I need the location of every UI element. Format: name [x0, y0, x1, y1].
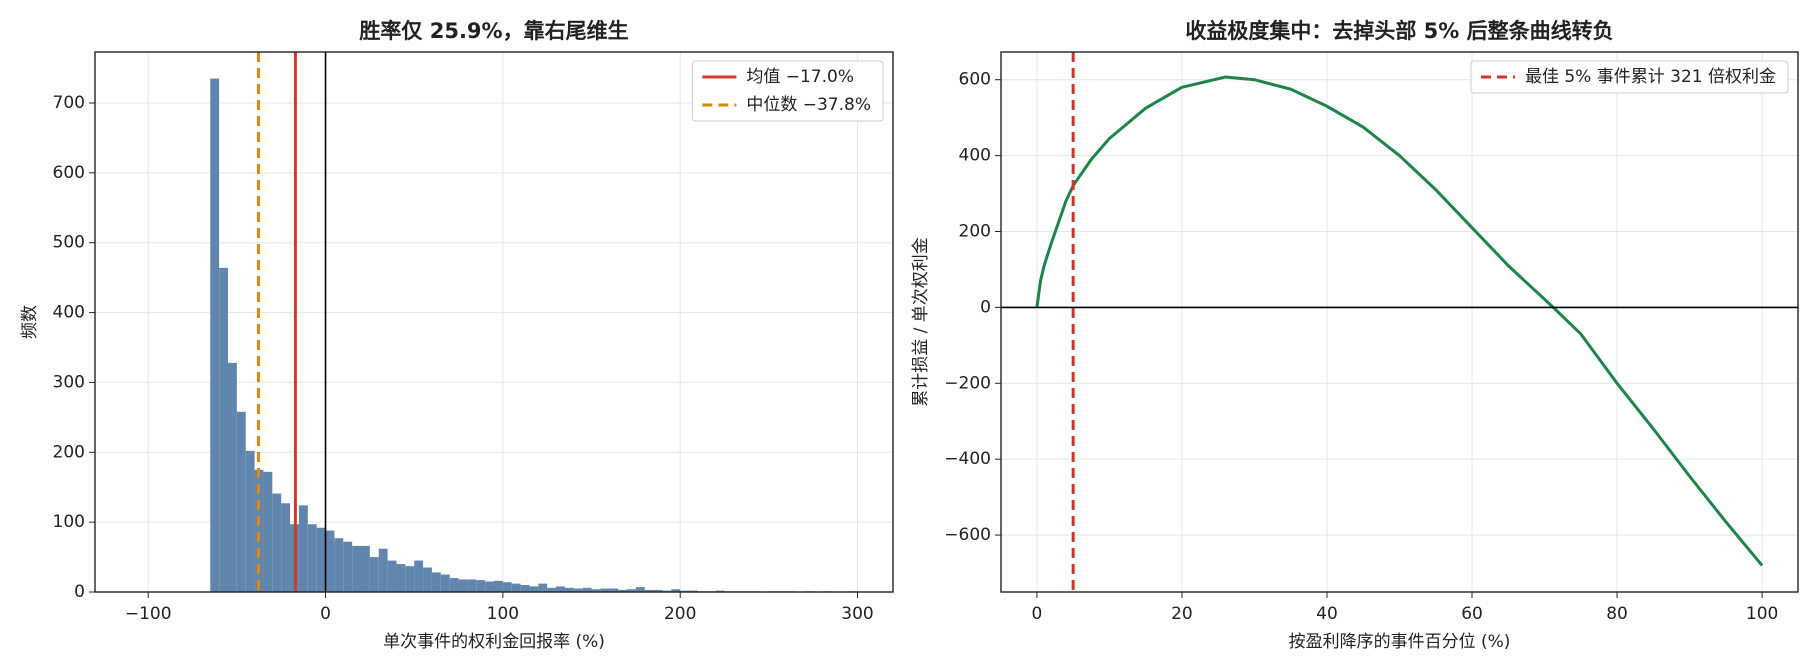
y-tick-label: 600 [53, 163, 85, 183]
bar [387, 560, 397, 592]
x-axis-label: 单次事件的权利金回报率 (%) [383, 632, 605, 652]
bar [361, 545, 370, 592]
bar [485, 581, 494, 592]
legend-label: 均值 −17.0% [746, 67, 854, 87]
legend-box [691, 60, 884, 122]
bar [467, 579, 477, 592]
x-tick-label: −100 [125, 604, 172, 624]
bar [591, 589, 601, 592]
bar [307, 524, 317, 592]
plot-frame [94, 51, 894, 593]
bar [547, 587, 557, 592]
bar [405, 566, 415, 592]
x-axis-label: 按盈利降序的事件百分位 (%) [1289, 632, 1511, 652]
y-tick-label: 600 [959, 70, 991, 90]
x-tick-label: 20 [1171, 604, 1193, 624]
y-tick-label: −200 [944, 373, 991, 393]
bar [281, 503, 291, 592]
bar [564, 587, 574, 592]
bar [316, 527, 326, 592]
bar [476, 580, 486, 592]
bar [573, 588, 583, 592]
y-axis-label: 频数 [20, 305, 40, 339]
legend-label: 最佳 5% 事件累计 321 倍权利金 [1525, 67, 1776, 87]
bar [219, 267, 228, 592]
bar [440, 574, 450, 592]
y-tick-label: 100 [53, 512, 85, 532]
bar [556, 586, 565, 592]
bar [502, 582, 512, 592]
bar [618, 589, 627, 592]
x-tick-label: 100 [487, 604, 519, 624]
x-tick-label: 100 [1746, 604, 1778, 624]
bar [396, 564, 406, 592]
y-tick-label: 400 [53, 303, 85, 323]
bar [538, 583, 548, 592]
bar [458, 579, 468, 592]
bar [644, 589, 654, 592]
bar [671, 589, 681, 592]
bar [236, 411, 246, 592]
bar [254, 469, 264, 592]
y-tick-label: 300 [53, 372, 85, 392]
y-tick-label: 400 [959, 146, 991, 166]
x-tick-label: 300 [841, 604, 873, 624]
bar [210, 78, 220, 593]
bar [272, 493, 282, 592]
x-tick-label: 200 [664, 604, 696, 624]
legend-box [1470, 60, 1789, 94]
x-tick-label: 40 [1316, 604, 1338, 624]
bar [449, 578, 459, 592]
bar [635, 587, 645, 592]
y-tick-label: 200 [959, 221, 991, 241]
bar [423, 567, 432, 592]
chart-title: 胜率仅 25.9%，靠右尾维生 [359, 19, 628, 43]
bar [627, 589, 636, 592]
bar [369, 557, 379, 592]
x-tick-label: 0 [1031, 604, 1042, 624]
bar [325, 530, 335, 592]
bar [582, 587, 592, 592]
bar [263, 471, 273, 592]
chart-title: 收益极度集中：去掉头部 5% 后整条曲线转负 [1185, 19, 1613, 43]
bar [245, 450, 255, 592]
plot-frame [1000, 51, 1799, 593]
bar [511, 583, 521, 592]
x-tick-label: 60 [1461, 604, 1483, 624]
bar [529, 586, 539, 592]
y-tick-label: −400 [944, 449, 991, 469]
bar [298, 505, 308, 592]
y-axis-label: 累计损益 / 单次权利金 [911, 237, 931, 407]
legend-label: 中位数 −37.8% [746, 95, 871, 115]
bar [431, 572, 441, 592]
x-tick-label: 80 [1606, 604, 1628, 624]
y-tick-label: −600 [944, 525, 991, 545]
legend: 最佳 5% 事件累计 321 倍权利金 [1470, 60, 1789, 94]
bar [228, 362, 237, 592]
y-tick-label: 0 [74, 582, 85, 602]
x-tick-label: 0 [320, 604, 331, 624]
y-tick-label: 700 [53, 93, 85, 113]
bar [653, 589, 663, 592]
bar [520, 585, 530, 592]
bar [494, 580, 503, 592]
y-tick-label: 200 [53, 442, 85, 462]
bar [352, 545, 361, 592]
bar [334, 538, 344, 592]
y-tick-label: 0 [980, 297, 991, 317]
bar [414, 560, 424, 592]
bar [600, 588, 610, 592]
bar [378, 548, 388, 592]
line [1035, 75, 1764, 567]
bar [609, 588, 619, 592]
y-tick-label: 500 [53, 233, 85, 253]
legend: 均值 −17.0% 中位数 −37.8% [691, 60, 884, 122]
bar [343, 541, 353, 592]
